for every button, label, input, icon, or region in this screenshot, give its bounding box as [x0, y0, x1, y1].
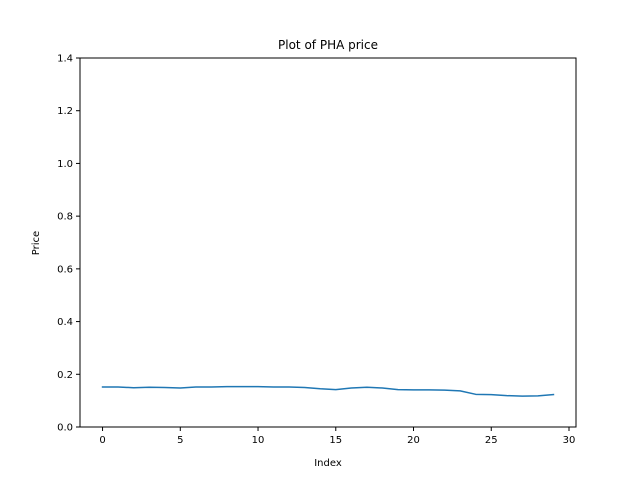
series-layer	[101, 385, 555, 397]
x-tick-label: 5	[177, 435, 183, 446]
y-axis-label: Price	[31, 231, 42, 255]
x-axis-ticks: 0 5 10 15 20 25 30	[99, 427, 575, 446]
x-tick-label: 20	[407, 435, 420, 446]
y-tick-label: 0.0	[57, 423, 73, 434]
plot-area-frame	[79, 57, 577, 428]
y-axis-ticks: 0.0 0.2 0.4 0.6 0.8 1.0 1.2 1.4	[57, 54, 80, 434]
y-tick-label: 1.2	[57, 106, 73, 117]
y-tick-label: 1.4	[57, 54, 73, 65]
x-tick-label: 0	[99, 435, 105, 446]
y-tick-label: 1.0	[57, 159, 73, 170]
chart-title: Plot of PHA price	[278, 38, 378, 52]
x-axis-label: Index	[314, 458, 342, 469]
y-tick-label: 0.6	[57, 264, 73, 275]
x-tick-label: 30	[563, 435, 576, 446]
price-series-line	[101, 385, 555, 397]
y-tick-label: 0.8	[57, 212, 73, 223]
x-tick-label: 25	[485, 435, 498, 446]
y-tick-label: 0.4	[57, 317, 73, 328]
x-tick-label: 15	[329, 435, 342, 446]
y-tick-label: 0.2	[57, 370, 73, 381]
x-tick-label: 10	[252, 435, 265, 446]
